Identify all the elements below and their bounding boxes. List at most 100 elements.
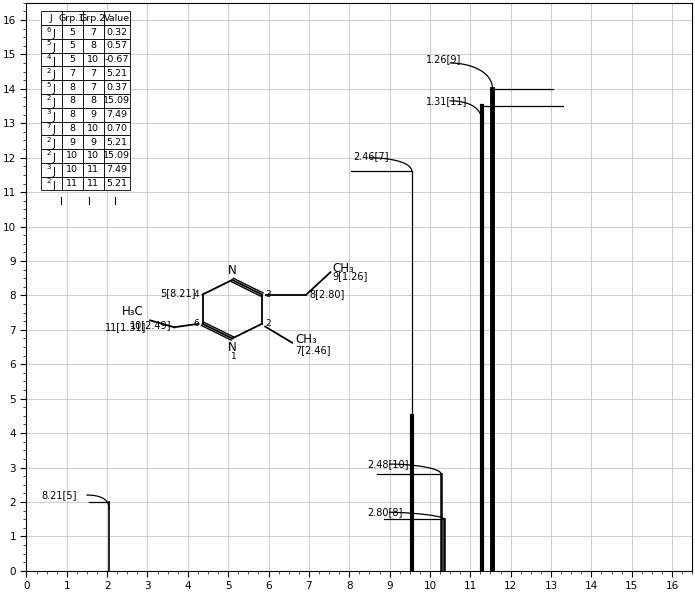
Text: J: J	[52, 56, 55, 67]
Text: CH₃: CH₃	[295, 333, 317, 346]
Text: 10: 10	[87, 124, 99, 133]
Text: H₃C: H₃C	[122, 305, 144, 318]
Bar	[40, 176, 62, 191]
Text: 4: 4	[47, 54, 51, 60]
Bar	[104, 122, 130, 135]
Text: 5.21: 5.21	[106, 179, 127, 188]
Text: 9: 9	[90, 138, 96, 147]
Text: 4: 4	[194, 290, 199, 299]
Bar	[104, 25, 130, 39]
Text: 7: 7	[90, 83, 96, 91]
Bar	[62, 11, 83, 25]
Text: J: J	[52, 71, 55, 80]
Text: 2: 2	[47, 137, 51, 143]
Bar	[104, 94, 130, 108]
Text: J: J	[52, 112, 55, 122]
Bar	[104, 149, 130, 163]
Text: 11: 11	[66, 179, 78, 188]
Bar	[40, 11, 62, 25]
Bar	[62, 94, 83, 108]
Bar	[62, 149, 83, 163]
Bar	[40, 53, 62, 67]
Bar	[104, 11, 130, 25]
Text: 5: 5	[69, 27, 75, 37]
Text: 8: 8	[69, 110, 75, 119]
Text: 15.09: 15.09	[103, 151, 130, 160]
Text: 10: 10	[87, 55, 99, 64]
Bar	[40, 108, 62, 122]
Text: 2.80[8]: 2.80[8]	[368, 507, 403, 517]
Text: 5[8.21]: 5[8.21]	[160, 288, 195, 298]
Bar	[104, 67, 130, 80]
Bar	[62, 108, 83, 122]
Text: 2.46[7]: 2.46[7]	[353, 151, 389, 161]
Bar	[83, 135, 104, 149]
Text: 2: 2	[47, 96, 51, 102]
Bar	[83, 94, 104, 108]
Text: J: J	[49, 14, 52, 23]
Text: 0.37: 0.37	[106, 83, 127, 91]
Text: 8: 8	[69, 96, 75, 105]
Bar	[40, 80, 62, 94]
Bar	[83, 11, 104, 25]
Text: 6: 6	[47, 27, 51, 33]
Text: 15.09: 15.09	[103, 96, 130, 105]
Text: 7[2.46]: 7[2.46]	[295, 345, 331, 355]
Bar	[104, 176, 130, 191]
Text: J: J	[52, 125, 55, 135]
Bar	[40, 39, 62, 53]
Text: Value: Value	[104, 14, 130, 23]
Text: 10[2.49]: 10[2.49]	[131, 321, 172, 330]
Bar	[104, 135, 130, 149]
Text: Grp.1: Grp.1	[59, 14, 85, 23]
Text: 7: 7	[90, 27, 96, 37]
Text: 6: 6	[193, 320, 199, 328]
Text: 0.57: 0.57	[106, 42, 127, 50]
Text: 10: 10	[66, 165, 78, 174]
Text: 2: 2	[47, 178, 51, 184]
Text: 2: 2	[47, 150, 51, 156]
Text: 2: 2	[265, 320, 271, 328]
Bar	[62, 53, 83, 67]
Text: 5: 5	[47, 40, 51, 46]
Bar	[62, 122, 83, 135]
Text: 9: 9	[69, 138, 75, 147]
Bar	[104, 80, 130, 94]
Text: 9: 9	[90, 110, 96, 119]
Bar	[62, 80, 83, 94]
Bar	[83, 67, 104, 80]
Bar	[83, 39, 104, 53]
Bar	[40, 135, 62, 149]
Text: 7.49: 7.49	[106, 110, 127, 119]
Text: 2.48[10]: 2.48[10]	[368, 459, 409, 469]
Text: 9[1.26]: 9[1.26]	[332, 271, 368, 282]
Text: CH₃: CH₃	[332, 261, 354, 274]
Text: J: J	[52, 181, 55, 191]
Text: 5.21: 5.21	[106, 138, 127, 147]
Bar	[62, 135, 83, 149]
Bar	[62, 163, 83, 176]
Text: 7.49: 7.49	[106, 165, 127, 174]
Bar	[83, 149, 104, 163]
Text: 3: 3	[47, 165, 51, 170]
Text: 8: 8	[69, 83, 75, 91]
Bar	[83, 25, 104, 39]
Text: 8: 8	[69, 124, 75, 133]
Text: 5: 5	[47, 81, 51, 88]
Text: 5: 5	[69, 42, 75, 50]
Bar	[40, 67, 62, 80]
Bar	[62, 39, 83, 53]
Text: 0.32: 0.32	[106, 27, 127, 37]
Bar	[104, 108, 130, 122]
Bar	[83, 53, 104, 67]
Bar	[104, 39, 130, 53]
Bar	[62, 25, 83, 39]
Bar	[104, 53, 130, 67]
Text: 5.21: 5.21	[106, 69, 127, 78]
Text: 1.31[11]: 1.31[11]	[426, 96, 467, 106]
Text: J: J	[52, 43, 55, 53]
Bar	[40, 122, 62, 135]
Text: 5: 5	[69, 55, 75, 64]
Text: 10: 10	[66, 151, 78, 160]
Text: 1.26[9]: 1.26[9]	[426, 55, 461, 65]
